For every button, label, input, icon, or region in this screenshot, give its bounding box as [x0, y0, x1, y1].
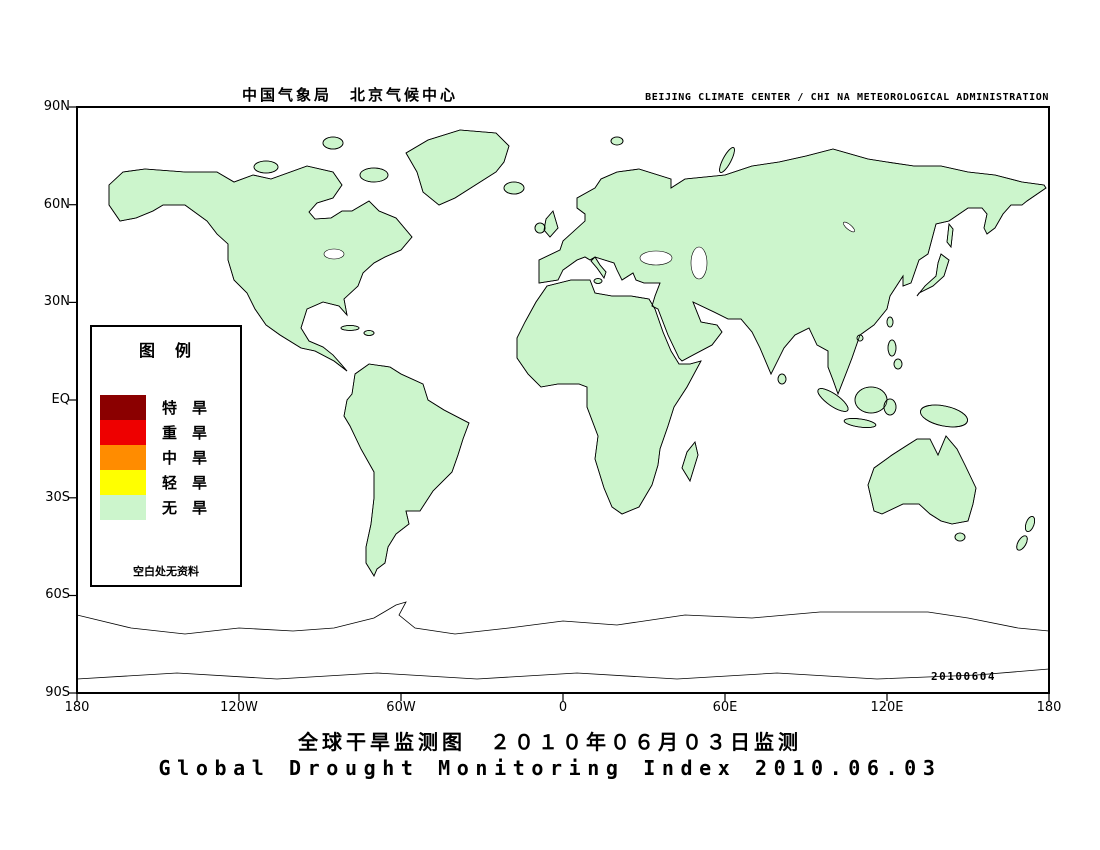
legend-label-moderate: 中 旱 — [162, 450, 208, 467]
axis-y-label-90s: 90S — [45, 685, 70, 700]
axis-ticks — [69, 106, 1050, 701]
axis-x-label-60w: 60W — [386, 700, 416, 715]
legend-swatch-moderate — [100, 445, 146, 470]
legend-note: 空白处无资料 — [133, 566, 199, 578]
title-chinese: 全球干旱监测图 ２０１０年０６月０３日监测 — [298, 732, 802, 754]
legend-row-light: 轻 旱 — [100, 470, 207, 495]
axis-y-label-60n: 60N — [43, 197, 70, 212]
map-frame — [76, 106, 1050, 694]
header-chinese: 中国气象局 北京气候中心 — [241, 87, 458, 104]
legend-swatch-severe — [100, 420, 146, 445]
axis-x-label-60e: 60E — [712, 700, 738, 715]
legend-swatch-none — [100, 495, 146, 520]
header-english: BEIJING CLIMATE CENTER / CHI NA METEOROL… — [645, 92, 1049, 103]
legend-label-extreme: 特 旱 — [162, 400, 208, 417]
legend-box: 图 例 特 旱 重 旱 中 旱 轻 旱 无 旱 空白处无资料 — [90, 325, 242, 587]
axis-y-label-eq: EQ — [51, 392, 70, 407]
axis-x-label-0: 0 — [558, 700, 568, 715]
legend-label-severe: 重 旱 — [162, 425, 208, 442]
legend-items: 特 旱 重 旱 中 旱 轻 旱 无 旱 — [100, 395, 207, 520]
legend-row-severe: 重 旱 — [100, 420, 207, 445]
date-stamp: 20100604 — [931, 670, 996, 683]
axis-x-label-180w: 180 — [64, 700, 90, 715]
axis-x-label-180e: 180 — [1036, 700, 1062, 715]
legend-row-extreme: 特 旱 — [100, 395, 207, 420]
legend-title: 图 例 — [138, 343, 193, 360]
legend-row-none: 无 旱 — [100, 495, 207, 520]
axis-x-label-120e: 120E — [870, 700, 904, 715]
legend-row-moderate: 中 旱 — [100, 445, 207, 470]
legend-label-none: 无 旱 — [162, 500, 208, 517]
axis-x-label-120w: 120W — [220, 700, 258, 715]
lakes-layer — [323, 221, 855, 280]
legend-swatch-extreme — [100, 395, 146, 420]
legend-swatch-light — [100, 470, 146, 495]
continents-layer — [108, 129, 1047, 577]
title-english: Global Drought Monitoring Index 2010.06.… — [158, 756, 942, 780]
legend-label-light: 轻 旱 — [162, 475, 208, 492]
axis-y-label-30n: 30N — [43, 294, 70, 309]
axis-y-label-30s: 30S — [45, 490, 70, 505]
axis-y-label-90n: 90N — [43, 99, 70, 114]
antarctica — [77, 601, 1049, 680]
axis-y-label-60s: 60S — [45, 587, 70, 602]
